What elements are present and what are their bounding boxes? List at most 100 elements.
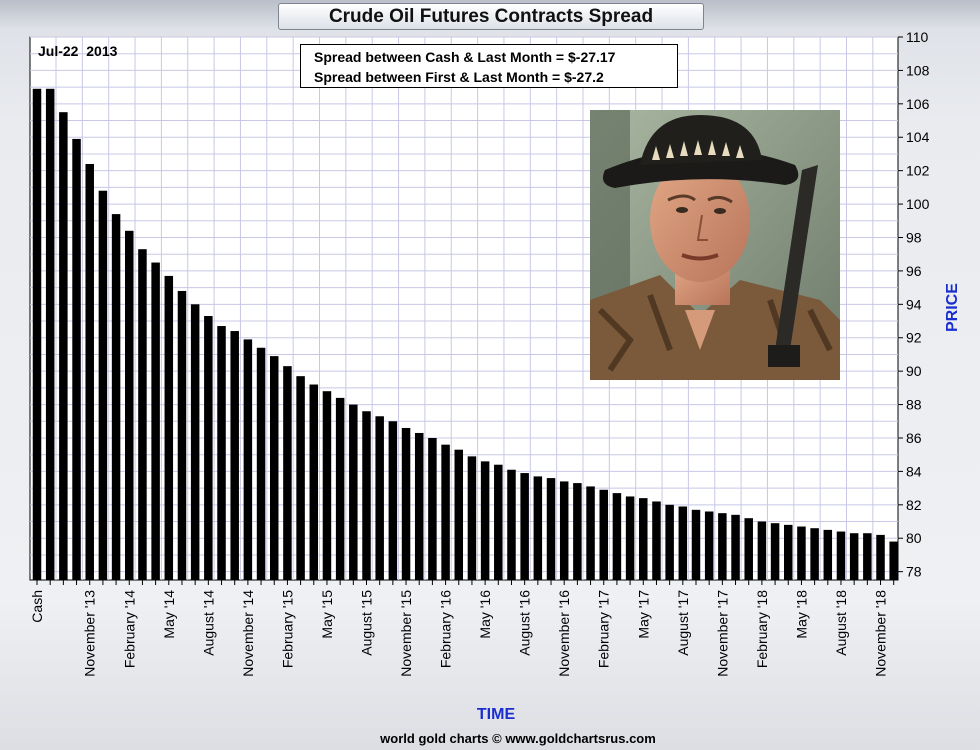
x-tick-label: February '15 — [279, 590, 295, 668]
bars — [32, 88, 898, 581]
bar — [428, 437, 437, 580]
y-tick-label: 110 — [906, 29, 929, 45]
bar — [810, 528, 819, 580]
grid — [30, 36, 898, 580]
bar — [375, 416, 384, 580]
y-tick-label: 98 — [906, 229, 922, 245]
x-tick-label: August '14 — [200, 590, 216, 656]
bar — [322, 391, 332, 580]
y-tick-label: 84 — [906, 463, 922, 479]
bar — [836, 531, 846, 580]
x-tick-label: August '17 — [675, 590, 691, 656]
y-axis-title: PRICE — [944, 283, 961, 332]
bar — [494, 464, 503, 580]
bar — [335, 397, 345, 580]
bar — [625, 496, 635, 580]
y-tick-label: 90 — [906, 363, 922, 379]
bar — [546, 478, 556, 580]
bar — [283, 366, 292, 580]
bar — [177, 290, 187, 580]
x-tick-label: February '16 — [438, 590, 454, 668]
bar — [797, 526, 806, 580]
bar — [388, 421, 398, 580]
y-tick-label: 108 — [906, 62, 930, 78]
bar — [164, 275, 174, 580]
bar — [217, 326, 226, 580]
bar — [309, 384, 319, 580]
x-axis-title: TIME — [476, 706, 516, 723]
bar — [889, 541, 898, 580]
x-tick-label: November '16 — [556, 590, 572, 677]
x-tick-label: February '18 — [754, 590, 770, 668]
bar — [401, 427, 411, 580]
x-tick-label: February '17 — [596, 590, 612, 668]
bar — [533, 476, 543, 580]
y-tick-label: 88 — [906, 397, 922, 413]
bar — [612, 493, 622, 580]
y-axis: 78 80 82 84 86 88 90 92 94 96 98 100 102 104 106 108 110 — [898, 29, 930, 580]
bar — [151, 262, 160, 580]
bar — [45, 88, 55, 580]
bar — [32, 88, 42, 580]
bar — [665, 504, 674, 580]
y-tick-label: 96 — [906, 263, 922, 279]
bar — [125, 230, 134, 580]
bar — [770, 523, 780, 580]
bar — [190, 304, 200, 580]
bar — [849, 533, 859, 580]
spread-annotation: Spread between Cash & Last Month = $-27.… — [300, 44, 678, 88]
y-tick-label: 82 — [906, 497, 922, 513]
x-tick-label: August '15 — [359, 590, 375, 656]
y-tick-label: 80 — [906, 530, 922, 546]
x-tick-label: May '14 — [161, 590, 177, 639]
bar — [731, 514, 740, 580]
bar — [757, 521, 767, 580]
bar — [454, 449, 464, 580]
portrait-illustration — [590, 110, 840, 380]
bar — [269, 356, 279, 580]
date-label: Jul-22 2013 — [38, 43, 118, 59]
bar — [296, 376, 305, 580]
bar — [243, 339, 253, 580]
bar — [256, 347, 266, 580]
bar — [744, 518, 753, 580]
bar — [480, 461, 490, 580]
footer-credit: world gold charts © www.goldchartsrus.co… — [380, 731, 656, 746]
x-tick-label: May '17 — [635, 590, 651, 639]
bar — [467, 456, 477, 580]
x-tick-label: Cash — [29, 590, 45, 623]
bar — [349, 404, 358, 580]
x-tick-label: February '14 — [121, 590, 137, 668]
y-tick-label: 100 — [906, 196, 930, 212]
y-tick-label: 102 — [906, 163, 930, 179]
spread-first-line: Spread between First & Last Month = $-27… — [314, 69, 604, 85]
bar — [691, 509, 701, 580]
bar — [59, 112, 68, 580]
x-tick-label: November '14 — [240, 590, 256, 677]
bar — [876, 534, 885, 580]
bar — [599, 489, 608, 580]
y-tick-label: 78 — [906, 564, 922, 580]
bar — [823, 529, 833, 580]
bar — [111, 214, 121, 580]
bar — [507, 469, 516, 580]
chart-title: Crude Oil Futures Contracts Spread — [278, 3, 704, 30]
bar — [362, 411, 371, 580]
bar — [718, 513, 727, 580]
x-tick-label: May '16 — [477, 590, 493, 639]
bar — [652, 501, 661, 580]
bar — [72, 138, 81, 580]
bar — [204, 316, 213, 580]
bar — [863, 533, 872, 580]
x-tick-label: November '13 — [82, 590, 98, 677]
x-tick-label: May '18 — [793, 590, 809, 639]
bar — [85, 163, 94, 580]
x-tick-label: November '17 — [714, 590, 730, 677]
spread-cash-line: Spread between Cash & Last Month = $-27.… — [314, 49, 616, 65]
bar — [414, 432, 424, 580]
bar — [678, 506, 688, 580]
y-tick-label: 92 — [906, 330, 922, 346]
x-tick-label: August '16 — [517, 590, 533, 656]
y-tick-label: 86 — [906, 430, 922, 446]
portrait-photo — [590, 110, 840, 380]
